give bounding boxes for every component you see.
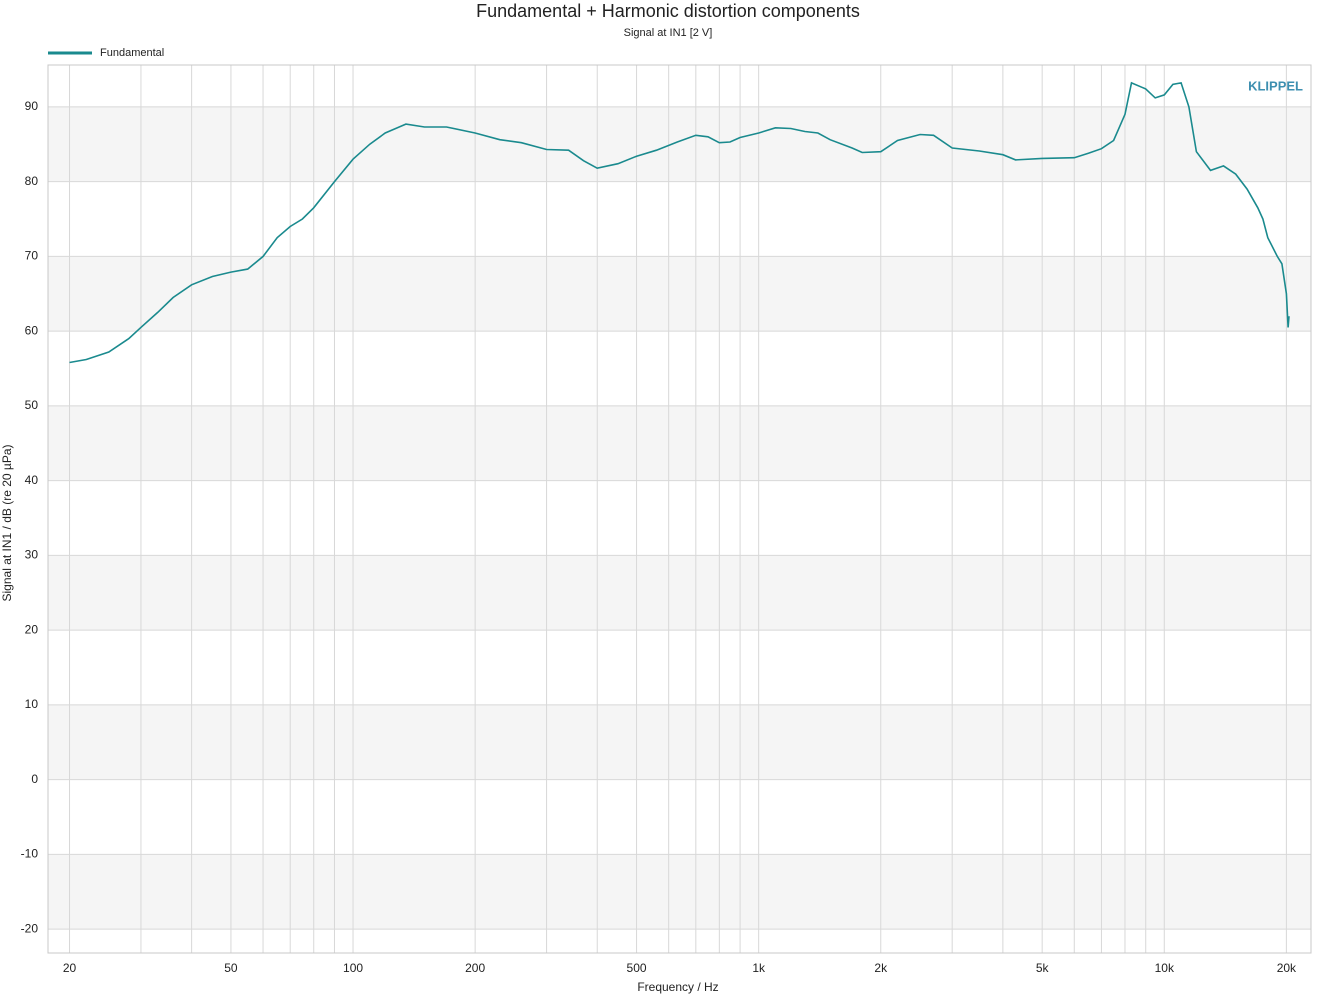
x-tick-label: 2k: [874, 961, 888, 975]
x-tick-label: 10k: [1155, 961, 1175, 975]
y-tick-label: 30: [25, 548, 39, 562]
y-tick-label: 90: [25, 99, 39, 113]
x-tick-label: 500: [627, 961, 647, 975]
band: [48, 555, 1311, 631]
y-tick-label: -20: [21, 921, 39, 935]
band: [48, 405, 1311, 481]
legend-label: Fundamental: [100, 47, 164, 59]
x-tick-label: 100: [343, 961, 363, 975]
band: [48, 256, 1311, 332]
logo: KLIPPEL: [1248, 78, 1303, 93]
x-axis-label: Frequency / Hz: [637, 980, 718, 994]
chart-subtitle: Signal at IN1 [2 V]: [624, 27, 713, 39]
y-tick-label: 10: [25, 697, 39, 711]
x-tick-label: 5k: [1036, 961, 1050, 975]
plot-frame: [47, 64, 1312, 954]
x-tick-label: 200: [465, 961, 485, 975]
chart-title: Fundamental + Harmonic distortion compon…: [476, 1, 860, 21]
band: [48, 854, 1311, 930]
y-tick-label: 0: [31, 772, 38, 786]
y-tick-label: -10: [21, 847, 39, 861]
y-tick-label: 70: [25, 249, 39, 263]
x-tick-label: 50: [224, 961, 238, 975]
x-tick-label: 20: [63, 961, 77, 975]
y-tick-label: 20: [25, 622, 39, 636]
y-tick-label: 60: [25, 323, 39, 337]
x-tick-label: 1k: [752, 961, 766, 975]
y-axis-label: Signal at IN1 / dB (re 20 µPa): [0, 445, 14, 602]
y-tick-label: 80: [25, 174, 39, 188]
x-tick-label: 20k: [1277, 961, 1297, 975]
band: [48, 106, 1311, 182]
data-line: [69, 81, 1290, 364]
band: [48, 704, 1311, 780]
y-tick-label: 40: [25, 473, 39, 487]
y-tick-label: 50: [25, 398, 39, 412]
